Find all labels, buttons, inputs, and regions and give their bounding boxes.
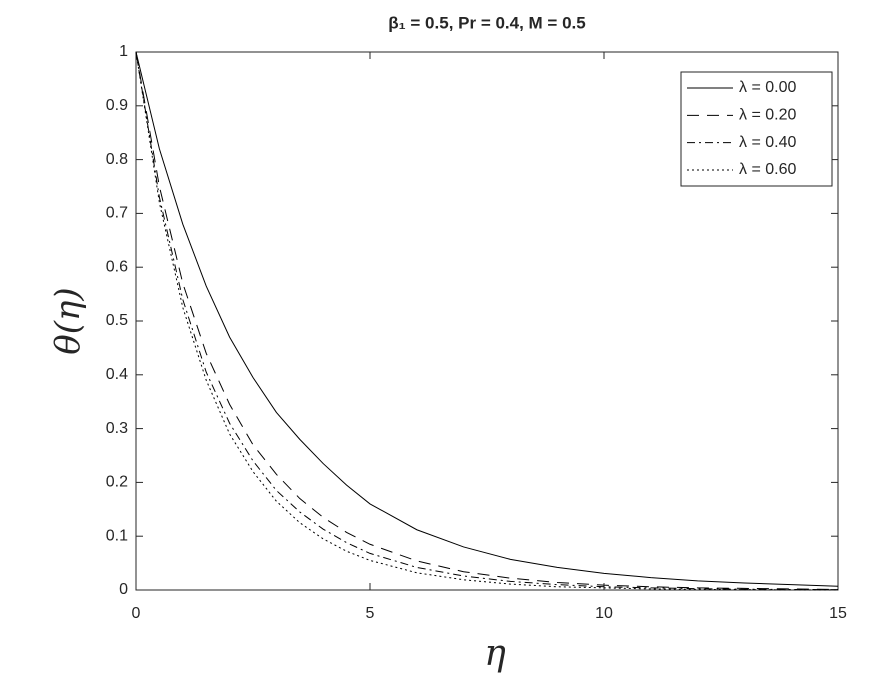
data-line xyxy=(135,51,839,587)
y-tick-label: 0.1 xyxy=(106,527,128,544)
y-tick-label: 0.3 xyxy=(106,420,128,437)
y-tick-label: 0.6 xyxy=(106,258,128,275)
legend-label: λ = 0.00 xyxy=(739,79,796,96)
y-tick-label: 0.2 xyxy=(106,474,128,491)
x-tick-label: 10 xyxy=(595,605,613,622)
legend-label: λ = 0.60 xyxy=(739,161,796,178)
legend-box xyxy=(680,71,833,187)
y-tick-label: 0.5 xyxy=(106,312,128,329)
y-axis-label: θ(η) xyxy=(48,287,88,354)
y-tick-label: 0.7 xyxy=(106,205,128,222)
chart-title: β₁ = 0.5, Pr = 0.4, M = 0.5 xyxy=(388,13,585,32)
y-tick-label: 0.9 xyxy=(106,97,128,114)
y-tick-label: 0.8 xyxy=(106,151,128,168)
data-line xyxy=(135,51,839,591)
y-tick-label: 1 xyxy=(119,43,128,60)
x-axis-label: η xyxy=(484,633,506,674)
legend-label: λ = 0.40 xyxy=(739,134,796,151)
x-tick-label: 5 xyxy=(366,605,375,622)
y-tick-label: 0.4 xyxy=(106,366,128,383)
data-line xyxy=(135,51,839,591)
x-tick-label: 15 xyxy=(829,605,847,622)
y-tick-label: 0 xyxy=(119,581,128,598)
x-tick-label: 0 xyxy=(132,605,141,622)
legend-label: λ = 0.20 xyxy=(739,107,796,124)
data-line xyxy=(135,51,839,590)
